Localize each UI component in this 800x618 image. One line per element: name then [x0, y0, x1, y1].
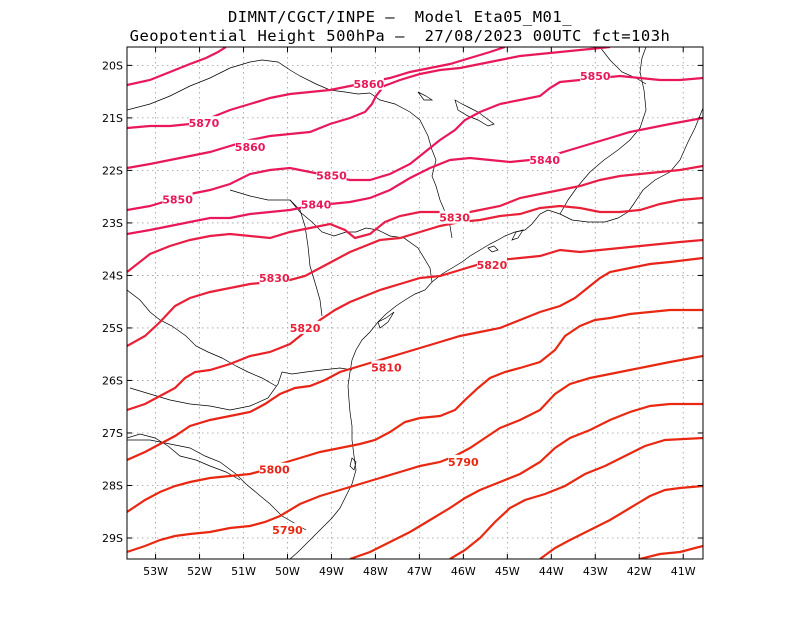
state-border-pr-sc	[129, 367, 353, 411]
contour-5870-line-b	[127, 47, 506, 130]
contour-5800-line	[127, 256, 703, 462]
contour-5810-line	[127, 238, 703, 412]
contour-label: 5830	[439, 212, 470, 225]
contour-label: 5830	[259, 272, 290, 285]
contour-label: 5790	[272, 524, 303, 537]
map-title-line-2: Geopotential Height 500hPa – 27/08/2023 …	[129, 27, 671, 45]
contour-5860-line	[127, 47, 611, 170]
lat-tick-label: 27S	[102, 427, 123, 440]
contour-5830-line	[127, 164, 703, 273]
contour-5750-line	[539, 484, 703, 559]
contour-5770-line	[349, 402, 703, 559]
contour-label-bg	[476, 257, 507, 271]
state-border-ba-mg	[599, 47, 647, 85]
contour-label: 5850	[580, 70, 611, 83]
contour-label: 5840	[301, 199, 332, 212]
contour-label-bg	[316, 168, 347, 182]
lake-fragment	[417, 91, 434, 101]
contour-label: 5850	[162, 193, 193, 206]
lat-tick-label: 29S	[102, 532, 123, 545]
contour-label-bg	[580, 68, 611, 82]
contour-5760-line	[449, 436, 703, 559]
contour-label-bg	[353, 76, 384, 90]
lat-tick-label: 28S	[102, 479, 123, 492]
plot-frame	[126, 46, 704, 560]
contour-label: 5870	[189, 117, 220, 130]
lon-tick-label: 50W	[275, 565, 300, 578]
contour-5820-line	[127, 196, 703, 347]
contour-label-bg	[162, 192, 193, 206]
state-border-ms-pr	[229, 189, 323, 317]
contour-label: 5860	[354, 78, 385, 91]
contour-labels: 5860 5850 5870 5860 5850 5840 5850 5840 5830 5820…	[162, 68, 611, 537]
contour-5840-line	[127, 116, 703, 236]
geopotential-contours	[127, 47, 703, 559]
contour-label: 5860	[235, 141, 266, 154]
guanabara-bay	[511, 229, 524, 241]
lon-tick-label: 45W	[495, 565, 520, 578]
lon-tick-label: 53W	[143, 565, 168, 578]
contour-label: 5820	[290, 322, 321, 335]
state-border-pr-sp	[289, 199, 433, 283]
lon-tick-label: 51W	[231, 565, 256, 578]
lon-tick-label: 49W	[319, 565, 344, 578]
lon-tick-label: 44W	[539, 565, 564, 578]
paranagua-bay	[377, 311, 395, 329]
lat-tick-label: 21S	[102, 112, 123, 125]
contour-label-bg	[188, 116, 219, 130]
contour-5780-line	[127, 354, 703, 554]
contour-label: 5840	[529, 154, 560, 167]
lon-tick-label: 42W	[627, 565, 652, 578]
contour-label-bg	[371, 360, 402, 374]
contour-label: 5850	[316, 170, 347, 183]
contour-5870-line	[127, 47, 227, 87]
lat-tick-label: 25S	[102, 322, 123, 335]
contour-label-bg	[301, 197, 332, 211]
graticule-grid	[127, 47, 703, 559]
lat-tick-label: 22S	[102, 164, 123, 177]
contour-label: 5790	[448, 456, 479, 469]
state-border-go-ms	[127, 67, 231, 111]
contour-label-bg	[439, 210, 470, 224]
contour-label: 5810	[371, 361, 402, 374]
contour-label-bg	[259, 462, 290, 476]
latitude-axis: 20S 21S 22S 23S 24S 25S 26S 27S 28S 29S	[102, 59, 703, 545]
contour-label-bg	[448, 454, 479, 468]
lat-tick-label: 26S	[102, 374, 123, 387]
lon-tick-label: 47W	[407, 565, 432, 578]
lon-tick-label: 46W	[451, 565, 476, 578]
contour-label-bg	[529, 152, 560, 166]
lat-tick-label: 23S	[102, 217, 123, 230]
ilha-grande	[487, 245, 499, 253]
atlantic-coastline	[289, 107, 703, 559]
lon-tick-label: 52W	[187, 565, 212, 578]
contour-label-bg	[272, 523, 303, 537]
longitude-axis: 53W 52W 51W 50W 49W 48W 47W 46W 45W 44W 43W 42W 41W	[143, 47, 696, 578]
country-border-paraguay	[127, 289, 277, 387]
contour-label: 5800	[259, 464, 290, 477]
lon-tick-label: 48W	[363, 565, 388, 578]
country-border-argentina	[127, 433, 241, 481]
contour-label-bg	[259, 271, 290, 285]
lat-tick-label: 20S	[102, 59, 123, 72]
lon-tick-label: 43W	[583, 565, 608, 578]
contour-label-bg	[290, 320, 321, 334]
contour-5740-line	[639, 544, 703, 559]
santa-catarina-island	[349, 457, 357, 471]
map-title-line-1: DIMNT/CGCT/INPE – Model Eta05_M01_	[227, 8, 573, 26]
contour-label-bg	[235, 139, 266, 153]
contour-5790-line	[127, 308, 703, 513]
furnas-lake	[454, 99, 495, 127]
contour-label: 5820	[477, 259, 508, 272]
state-border-ms-sp	[229, 59, 371, 95]
lat-tick-label: 24S	[102, 269, 123, 282]
lon-tick-label: 41W	[671, 565, 696, 578]
